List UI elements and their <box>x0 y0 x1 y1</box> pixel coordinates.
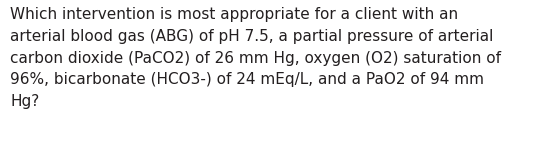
Text: Which intervention is most appropriate for a client with an
arterial blood gas (: Which intervention is most appropriate f… <box>10 7 501 109</box>
